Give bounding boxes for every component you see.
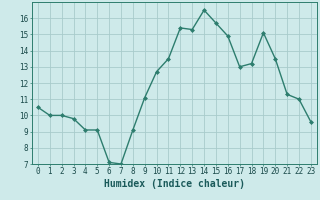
X-axis label: Humidex (Indice chaleur): Humidex (Indice chaleur)	[104, 179, 245, 189]
